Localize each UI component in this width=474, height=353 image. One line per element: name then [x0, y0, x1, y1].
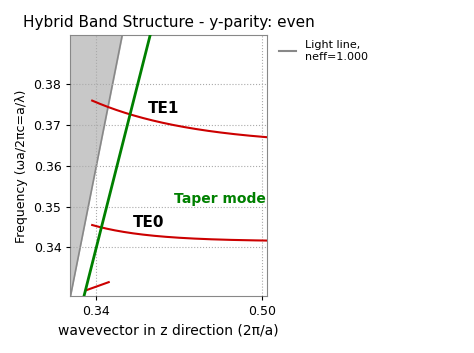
X-axis label: wavevector in z direction (2π/a): wavevector in z direction (2π/a) [58, 324, 279, 338]
Legend: Light line,
neff=1.000: Light line, neff=1.000 [274, 36, 372, 66]
Text: TE1: TE1 [148, 101, 180, 116]
Polygon shape [71, 35, 122, 297]
Text: Taper mode: Taper mode [174, 192, 266, 205]
Y-axis label: Frequency (ωa/2πc=a/λ): Frequency (ωa/2πc=a/λ) [15, 89, 28, 243]
Title: Hybrid Band Structure - y-parity: even: Hybrid Band Structure - y-parity: even [23, 15, 315, 30]
Text: TE0: TE0 [133, 215, 164, 230]
